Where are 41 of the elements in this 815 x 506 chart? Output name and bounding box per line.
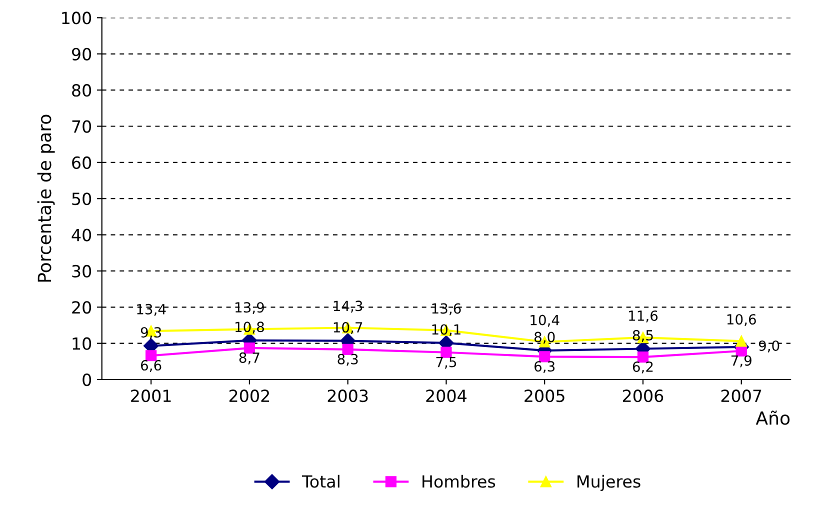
- x-tick-label: 2006: [622, 390, 664, 402]
- data-label: 13,6: [432, 303, 461, 316]
- y-tick-label: 0: [82, 373, 92, 386]
- point: [736, 336, 747, 347]
- y-tick-label: 30: [72, 264, 92, 278]
- legend-label: Hombres: [422, 474, 496, 488]
- y-tick-label: 80: [72, 84, 92, 97]
- data-label: 9,0: [758, 340, 780, 352]
- y-axis-title: Porcentaje de paro: [37, 114, 55, 282]
- data-label: 6,3: [534, 361, 555, 374]
- y-tick-label: 70: [72, 120, 92, 133]
- legend-label: Total: [302, 474, 340, 488]
- x-axis-title: Año: [756, 410, 790, 425]
- x-tick-label: 2002: [229, 390, 269, 402]
- y-tick-label: 100: [62, 12, 92, 24]
- x-tick-label: 2001: [131, 390, 171, 402]
- y-tick-label: 50: [72, 192, 92, 206]
- legend-label: Mujeres: [578, 474, 640, 491]
- y-tick-label: 90: [72, 48, 92, 60]
- point: [440, 346, 452, 358]
- data-label: 14,3: [334, 300, 362, 313]
- data-label: 6,2: [632, 361, 653, 374]
- data-label: 8,3: [338, 354, 358, 366]
- x-tick-label: 2007: [721, 390, 762, 402]
- x-tick-label: 2005: [524, 390, 564, 402]
- y-tick-label: 20: [72, 301, 92, 314]
- y-tick-label: 10: [72, 337, 92, 350]
- x-tick-label: 2003: [328, 390, 368, 402]
- data-label: 7,9: [731, 355, 752, 368]
- y-tick-label: 60: [72, 156, 92, 169]
- data-label: 13,9: [236, 302, 264, 314]
- data-label: 7,5: [436, 356, 456, 369]
- x-tick-label: 2004: [426, 390, 466, 402]
- data-label: 10,4: [530, 314, 560, 327]
- data-label: 10,6: [727, 314, 756, 326]
- data-label: 13,4: [137, 304, 166, 316]
- data-label: 11,6: [629, 310, 658, 322]
- data-label: 8,7: [239, 352, 260, 364]
- data-label: 10,1: [432, 324, 460, 336]
- y-tick-label: 40: [72, 228, 92, 242]
- data-label: 6,6: [140, 360, 162, 372]
